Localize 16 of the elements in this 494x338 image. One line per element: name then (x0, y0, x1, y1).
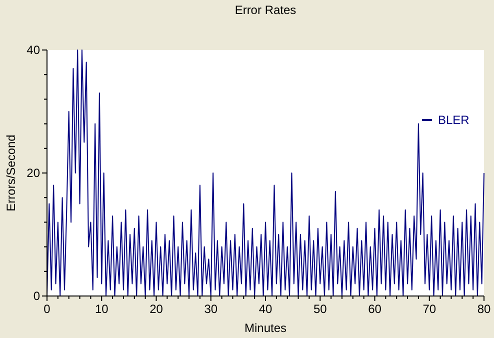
x-axis-title: Minutes (244, 321, 287, 335)
x-tick-label: 20 (150, 302, 164, 316)
y-tick-label: 20 (26, 166, 40, 180)
x-tick-label: 10 (94, 302, 109, 316)
x-tick-label: 40 (258, 302, 272, 316)
x-tick-label: 30 (204, 302, 218, 316)
chart-title: Error Rates (234, 3, 296, 17)
x-tick-label: 80 (477, 302, 491, 316)
y-tick-label: 40 (26, 43, 40, 57)
x-tick-label: 60 (368, 302, 382, 316)
legend-label: BLER (438, 113, 470, 127)
x-tick-label: 50 (313, 302, 328, 316)
y-tick-label: 0 (33, 289, 40, 303)
x-tick-label: 0 (44, 302, 51, 316)
y-axis-title: Errors/Second (4, 134, 18, 212)
x-tick-label: 70 (422, 302, 436, 316)
